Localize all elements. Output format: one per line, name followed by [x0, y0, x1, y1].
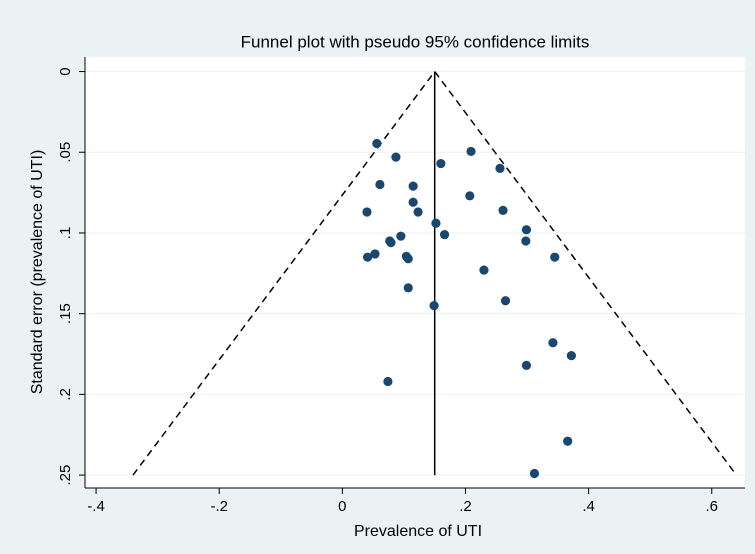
- y-tick-label: 0: [57, 67, 74, 75]
- point: [566, 351, 576, 361]
- point: [362, 252, 373, 262]
- x-tick-label: 0: [338, 498, 346, 515]
- plot-area: [85, 57, 745, 488]
- x-tick-label: -.4: [87, 498, 105, 515]
- x-tick-label: -.2: [210, 498, 228, 515]
- point: [403, 254, 413, 264]
- point: [396, 231, 406, 241]
- y-tick-label: .2: [57, 388, 74, 401]
- point: [521, 225, 532, 235]
- point: [370, 249, 380, 259]
- point: [436, 158, 446, 169]
- chart-title: Funnel plot with pseudo 95% confidence l…: [241, 32, 590, 51]
- point: [408, 181, 418, 191]
- x-tick-label: .6: [705, 498, 718, 515]
- point: [529, 468, 540, 479]
- point: [466, 146, 476, 157]
- point: [521, 236, 531, 246]
- x-axis-label: Prevalence of UTI: [354, 523, 482, 540]
- point: [408, 197, 418, 207]
- point: [521, 360, 532, 370]
- y-axis-label: Standard error (prevalence of UTI): [29, 150, 46, 395]
- point: [500, 296, 511, 306]
- point: [548, 338, 558, 348]
- point: [431, 218, 441, 228]
- point: [429, 300, 439, 311]
- y-tick-label: .25: [57, 465, 74, 486]
- point: [383, 376, 393, 387]
- y-tick-label: .15: [57, 303, 74, 324]
- y-tick-label: .05: [57, 142, 74, 163]
- point: [375, 179, 385, 190]
- y-tick-label: .1: [57, 227, 74, 240]
- point: [498, 205, 508, 215]
- point: [403, 283, 413, 293]
- x-tick-label: .2: [459, 498, 472, 515]
- point: [465, 191, 475, 201]
- x-tick-label: .4: [582, 498, 595, 515]
- point: [550, 252, 560, 262]
- point: [495, 163, 505, 173]
- point: [372, 138, 382, 149]
- point: [479, 265, 489, 275]
- point: [391, 152, 401, 162]
- point: [386, 238, 396, 248]
- point: [362, 207, 372, 217]
- point: [563, 436, 573, 446]
- point: [439, 229, 450, 240]
- point: [413, 207, 423, 217]
